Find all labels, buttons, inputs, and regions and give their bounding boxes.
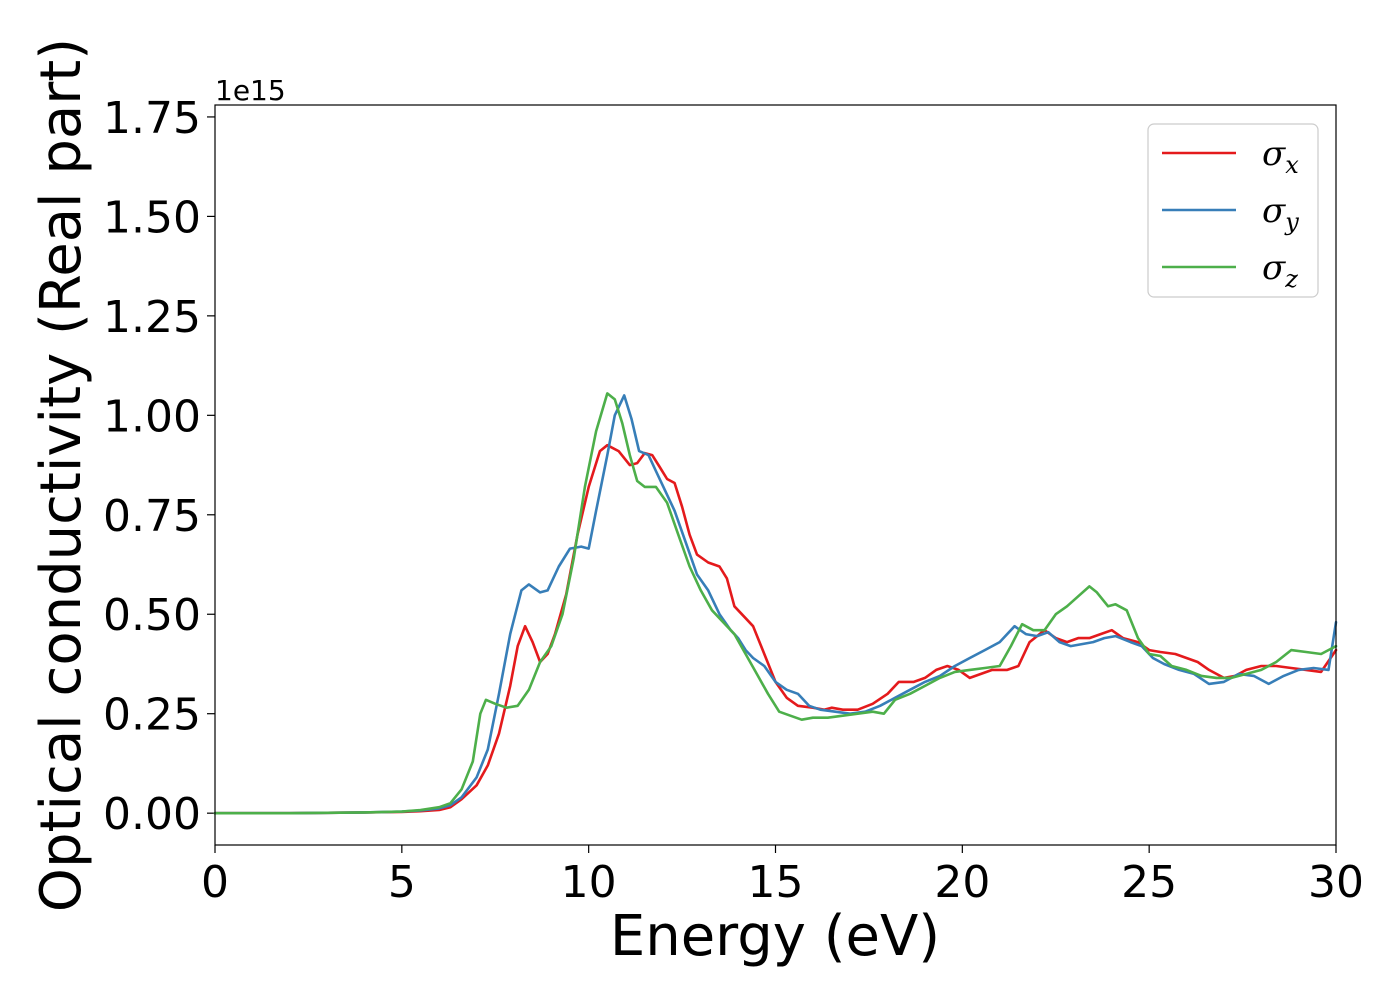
series-line-sigma-z [213, 392, 1338, 815]
x-tick-label: 25 [1121, 857, 1177, 908]
plot-frame [214, 104, 1337, 846]
legend-label-sigma-y: σy [1262, 191, 1299, 236]
legend: σx σy σz [1147, 123, 1319, 298]
series-lines [213, 392, 1338, 815]
y-axis-ticks: 0.00 0.25 0.50 0.75 1.00 1.25 1.50 1.75 [103, 93, 215, 840]
legend-label-sigma-x: σx [1262, 134, 1299, 179]
y-tick-label: 0.25 [103, 690, 201, 741]
x-axis-label: Energy (eV) [610, 904, 940, 969]
x-tick-label: 20 [934, 857, 990, 908]
x-axis-ticks: 0 5 10 15 20 25 30 [201, 845, 1364, 908]
series-line-sigma-y [213, 394, 1338, 815]
y-tick-label: 1.25 [103, 292, 201, 343]
legend-entries: σx σy σz [1162, 134, 1299, 293]
legend-label-sigma-z: σz [1262, 248, 1298, 293]
y-tick-label: 0.00 [103, 789, 201, 840]
x-tick-label: 30 [1308, 857, 1364, 908]
y-offset-label: 1e15 [215, 74, 286, 107]
y-tick-label: 1.50 [103, 192, 201, 243]
y-tick-label: 0.75 [103, 491, 201, 542]
y-axis-label: Optical conductivity (Real part) [29, 38, 94, 912]
x-tick-label: 15 [748, 857, 804, 908]
y-tick-label: 1.00 [103, 391, 201, 442]
series-line-sigma-x [213, 443, 1338, 815]
y-tick-label: 1.75 [103, 93, 201, 144]
y-tick-label: 0.50 [103, 590, 201, 641]
x-tick-label: 10 [561, 857, 617, 908]
x-tick-label: 5 [388, 857, 416, 908]
x-tick-label: 0 [201, 857, 229, 908]
